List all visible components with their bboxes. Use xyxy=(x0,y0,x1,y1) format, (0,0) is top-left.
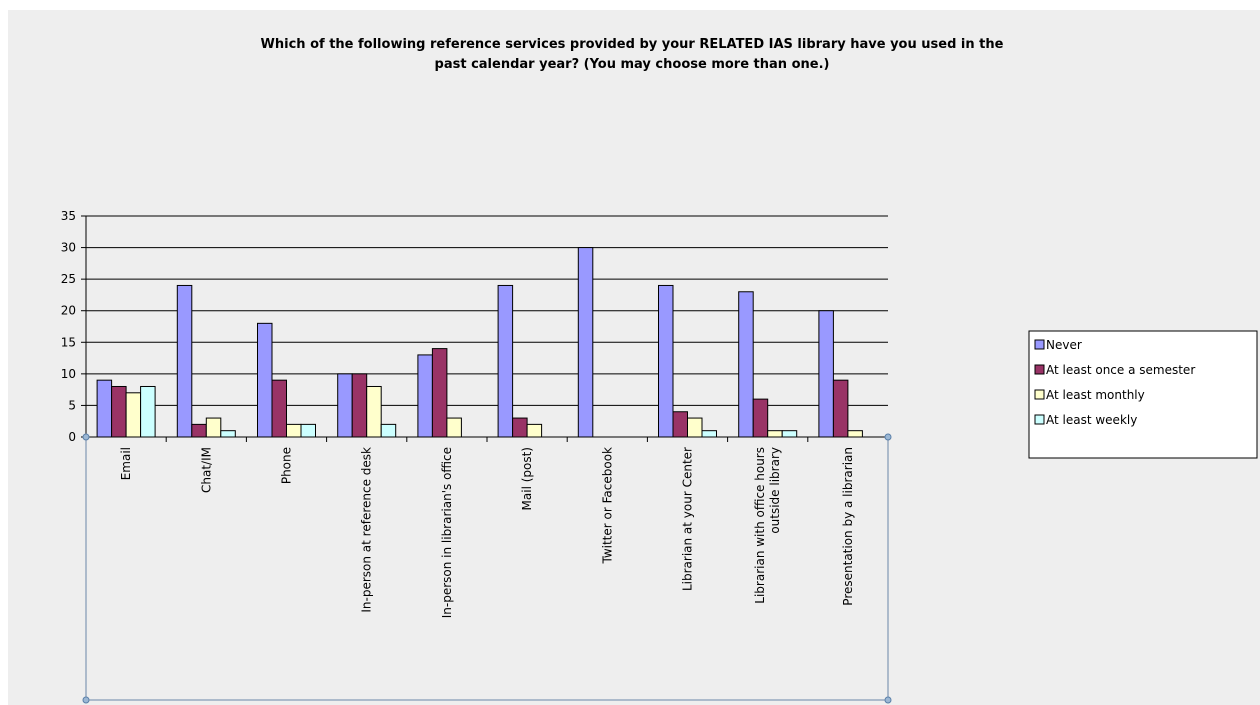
x-tick-label: Email xyxy=(119,447,133,480)
bar-at-least-weekly xyxy=(220,430,236,438)
bar-never xyxy=(738,291,754,438)
x-tick-label: Chat/IM xyxy=(199,447,213,493)
y-tick-label: 30 xyxy=(61,241,76,255)
bar-at-least-once-a-semester xyxy=(752,398,769,438)
selection-handle xyxy=(884,433,892,441)
bar-never xyxy=(818,310,834,438)
bar-never xyxy=(497,284,514,438)
bar-never xyxy=(176,284,193,438)
x-tick-label: Librarian at your Center xyxy=(681,447,695,591)
bar-at-least-weekly xyxy=(300,423,316,438)
y-tick-label: 0 xyxy=(68,430,76,444)
bar-at-least-once-a-semester xyxy=(111,385,127,438)
bar-at-least-once-a-semester xyxy=(672,411,688,438)
bar-never xyxy=(417,354,433,438)
bar-at-least-monthly xyxy=(687,417,703,438)
bar-at-least-once-a-semester xyxy=(191,423,207,438)
legend xyxy=(1028,330,1258,459)
y-tick-label: 5 xyxy=(68,398,76,412)
bar-at-least-once-a-semester xyxy=(271,379,287,438)
x-tick-label: Mail (post) xyxy=(520,447,534,510)
bar-at-least-once-a-semester xyxy=(351,373,368,438)
selection-handle xyxy=(82,433,90,441)
legend-swatch xyxy=(1034,339,1045,350)
bar-at-least-monthly xyxy=(526,423,543,438)
bar-at-least-once-a-semester xyxy=(512,417,528,438)
legend-swatch xyxy=(1034,414,1045,425)
bar-at-least-monthly xyxy=(767,430,783,438)
y-tick-label: 20 xyxy=(61,304,76,318)
bar-never xyxy=(658,284,674,438)
x-tick-label: Twitter or Facebook xyxy=(600,447,614,565)
bar-chart: Which of the following reference service… xyxy=(61,37,1258,704)
bar-at-least-once-a-semester xyxy=(431,348,448,438)
legend-label: At least weekly xyxy=(1046,413,1137,427)
chart-title: Which of the following reference service… xyxy=(261,37,1004,52)
x-tick-label: Phone xyxy=(280,447,294,484)
y-tick-label: 25 xyxy=(61,272,76,286)
bar-at-least-weekly xyxy=(140,385,156,438)
bar-never xyxy=(96,379,113,438)
x-tick-label: Presentation by a librarian xyxy=(841,447,855,606)
x-tick-label: Librarian with office hours xyxy=(753,447,767,604)
bar-at-least-once-a-semester xyxy=(832,379,849,438)
bar-at-least-weekly xyxy=(781,430,798,438)
legend-swatch xyxy=(1034,389,1045,400)
x-tick-label: In-person in librarian's office xyxy=(440,447,454,618)
chart-title: past calendar year? (You may choose more… xyxy=(435,57,830,72)
bar-at-least-monthly xyxy=(286,423,302,438)
bar-never xyxy=(257,322,273,438)
legend-label: Never xyxy=(1046,338,1082,352)
legend-label: At least monthly xyxy=(1046,388,1145,402)
bar-at-least-monthly xyxy=(125,392,142,438)
bar-never xyxy=(577,247,594,438)
selection-handle xyxy=(884,696,892,704)
bar-at-least-monthly xyxy=(446,417,462,438)
bar-never xyxy=(337,373,353,438)
y-tick-label: 15 xyxy=(61,335,76,349)
bar-at-least-monthly xyxy=(847,430,863,438)
bar-at-least-weekly xyxy=(380,423,397,438)
chart-area: Which of the following reference service… xyxy=(8,10,1260,705)
bar-at-least-monthly xyxy=(366,385,382,438)
selection-handle xyxy=(82,696,90,704)
y-tick-label: 10 xyxy=(61,367,76,381)
x-tick-label: outside library xyxy=(768,447,782,534)
y-tick-label: 35 xyxy=(61,209,76,223)
bar-at-least-monthly xyxy=(205,417,222,438)
bar-at-least-weekly xyxy=(701,430,717,438)
legend-label: At least once a semester xyxy=(1046,363,1195,377)
x-tick-label: In-person at reference desk xyxy=(360,447,374,613)
legend-swatch xyxy=(1034,364,1045,375)
